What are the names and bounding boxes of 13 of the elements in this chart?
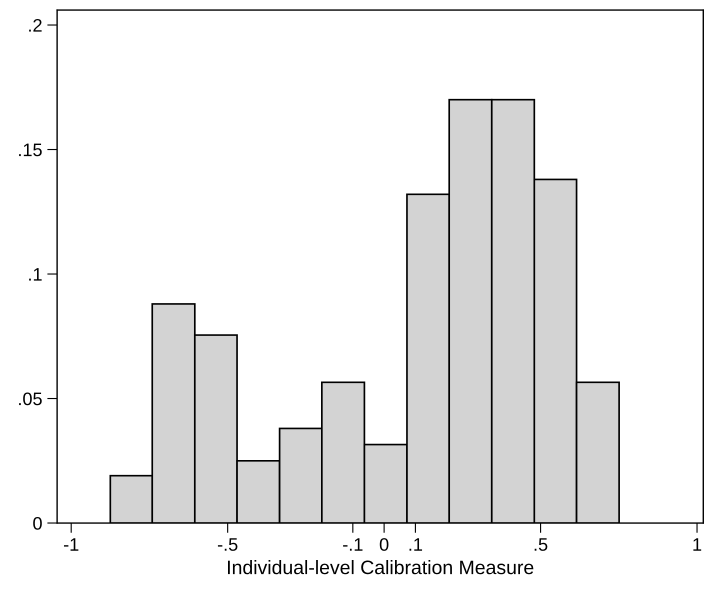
x-axis-title: Individual-level Calibration Measure	[228, 560, 534, 574]
x-tick-label: .5	[534, 538, 548, 551]
x-tick-label: 1	[693, 538, 702, 551]
x-tick-label: -.1	[343, 538, 362, 551]
y-tick-label: .15	[19, 144, 42, 156]
y-tick-label: .2	[29, 18, 42, 32]
x-tick-label: .1	[410, 538, 422, 551]
y-tick-label: 0	[33, 516, 42, 530]
x-tick-label: -.5	[218, 538, 238, 551]
x-tick-label: -1	[64, 538, 78, 551]
y-tick-label: .1	[29, 268, 42, 281]
y-tick-label: .05	[19, 392, 42, 406]
x-tick-label: 0	[380, 538, 388, 551]
